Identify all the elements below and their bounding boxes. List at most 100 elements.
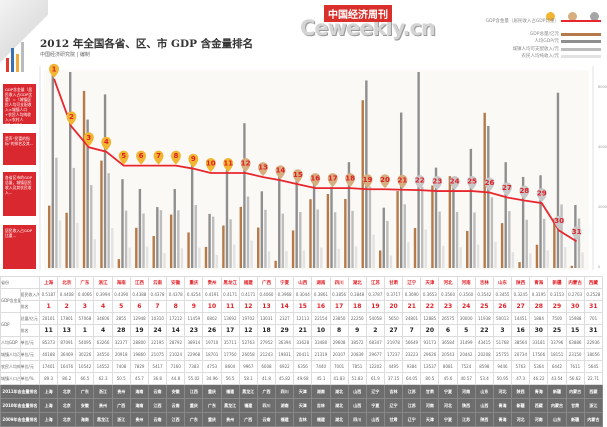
rank-pin-icon	[188, 153, 199, 168]
bar	[58, 220, 62, 268]
rank-number: 12	[241, 160, 251, 168]
table-cell: 8598	[474, 360, 494, 373]
rank-number: 19	[363, 176, 373, 184]
bar	[100, 160, 103, 268]
bar	[55, 157, 58, 268]
table-cell: 0.3848	[347, 288, 367, 301]
table-cell: 0.3455	[492, 288, 513, 301]
table-cell: 广东	[75, 384, 95, 399]
table-cell: 24801	[402, 312, 422, 325]
table-cell: 17237	[383, 348, 404, 361]
table-cell: 陕西	[511, 276, 531, 289]
table-cell: 15988	[565, 312, 585, 325]
table-cell: 23850	[329, 312, 349, 325]
header-gold: GDP含金量（居民收入占GDP比重）	[0, 288, 21, 313]
logo-chinese: 中国经济周刊	[324, 5, 392, 22]
table-cell: 山西	[293, 276, 313, 289]
table-cell: 33480	[311, 336, 331, 349]
table-cell: 20208	[474, 348, 494, 361]
table-cell: 66.5	[75, 372, 95, 385]
table-cell: 山西	[347, 398, 367, 413]
table-cell: 0.4171	[220, 288, 240, 301]
table-cell: 6356	[293, 360, 313, 373]
bar	[180, 248, 184, 268]
bar	[466, 230, 469, 268]
bar	[351, 210, 354, 268]
bar	[260, 191, 264, 268]
bar	[246, 196, 250, 268]
table-cell: 辽宁	[402, 276, 422, 289]
pin-icon-gold	[545, 12, 555, 21]
y-tick: 0	[598, 265, 600, 269]
table-cell: 贵州	[220, 412, 240, 427]
bar	[142, 213, 145, 268]
rank-number: 10	[206, 160, 216, 168]
table-cell: 黑龙江	[93, 412, 113, 427]
table-cell: 重庆	[202, 412, 222, 427]
bar	[69, 72, 72, 268]
bar	[316, 209, 319, 268]
bar	[382, 207, 385, 268]
bar	[539, 175, 542, 268]
table-cell: 86.2	[57, 372, 77, 385]
table-cell: 13031	[256, 312, 277, 325]
table-cell: 云南	[147, 384, 168, 399]
bar	[378, 250, 382, 268]
table-cell: 西藏	[529, 398, 549, 413]
table-cell: 黑龙江	[220, 276, 240, 289]
header-province: 省份	[0, 276, 40, 289]
table-cell: 35711	[220, 336, 240, 349]
table-cell: 吉林	[383, 384, 404, 399]
table-cell: 12	[238, 300, 258, 313]
rank-number: 28	[519, 187, 529, 195]
table-cell: 50.95	[492, 372, 513, 385]
table-cell: 28792	[166, 336, 186, 349]
table-cell: 单位/元	[19, 336, 40, 349]
table-cell: 14552	[93, 360, 113, 373]
table-cell: 47.3	[511, 372, 531, 385]
bar	[431, 185, 434, 268]
table-cell: 23150	[565, 348, 585, 361]
bar	[386, 220, 389, 268]
table-cell: 21	[293, 324, 313, 337]
rank-number: 29	[537, 190, 547, 198]
bar	[372, 234, 375, 268]
bar	[417, 72, 420, 268]
table-cell: 河南	[529, 412, 549, 427]
bar	[546, 250, 549, 268]
table-cell: 0.4171	[238, 288, 258, 301]
bar	[511, 252, 515, 268]
table-cell: 21024	[166, 348, 186, 361]
table-cell: 广西	[256, 384, 277, 399]
table-cell: 7829	[129, 360, 149, 373]
table-cell: 7	[147, 300, 168, 313]
rank-pin-icon	[519, 185, 530, 200]
table-cell: 17	[220, 324, 240, 337]
table-cell: 18701	[202, 348, 222, 361]
table-cell: 湖南	[311, 384, 331, 399]
table-cell: 0.4388	[129, 288, 149, 301]
table-cell: 0.5187	[38, 288, 59, 301]
bar	[312, 176, 316, 268]
table-cell: 宁夏	[438, 384, 458, 399]
table-cell: 海南	[129, 384, 149, 399]
table-cell: 浙江	[111, 412, 131, 427]
table-cell: 17212	[166, 312, 186, 325]
bar	[320, 247, 323, 268]
table-cell: 江苏	[402, 384, 422, 399]
table-row: 2011年含金量排名 上海 北京 广东 浙江 贵州 海南 云南 安徽 江西 重庆 福建 黑龙江 广西 四川天…	[0, 384, 604, 399]
table-cell: 54095	[75, 336, 95, 349]
table-cell: 四川	[275, 384, 295, 399]
table-cell: 38572	[347, 336, 367, 349]
table-cell: 山西	[474, 398, 494, 413]
table-cell: 江西	[147, 398, 168, 413]
table-cell: 福建	[311, 412, 331, 427]
table-cell: 36394	[275, 336, 295, 349]
table-cell: 6442	[547, 360, 567, 373]
table-cell: 56.62	[565, 372, 585, 385]
table-cell: 12885	[420, 312, 440, 325]
rank-pin-icon	[554, 215, 565, 230]
bar	[494, 242, 497, 268]
rank-pin-icon	[327, 173, 338, 188]
bar	[518, 262, 521, 268]
